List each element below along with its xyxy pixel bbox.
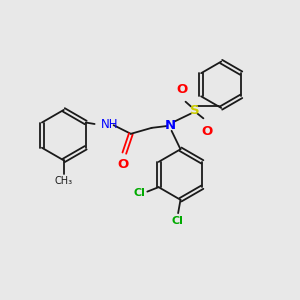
Text: Cl: Cl <box>172 216 184 226</box>
Text: NH: NH <box>101 118 118 131</box>
Text: N: N <box>164 119 176 132</box>
Text: O: O <box>176 83 188 96</box>
Text: O: O <box>202 125 213 138</box>
Text: CH₃: CH₃ <box>55 176 73 186</box>
Text: Cl: Cl <box>134 188 145 197</box>
Text: S: S <box>190 103 199 116</box>
Text: O: O <box>117 158 128 171</box>
